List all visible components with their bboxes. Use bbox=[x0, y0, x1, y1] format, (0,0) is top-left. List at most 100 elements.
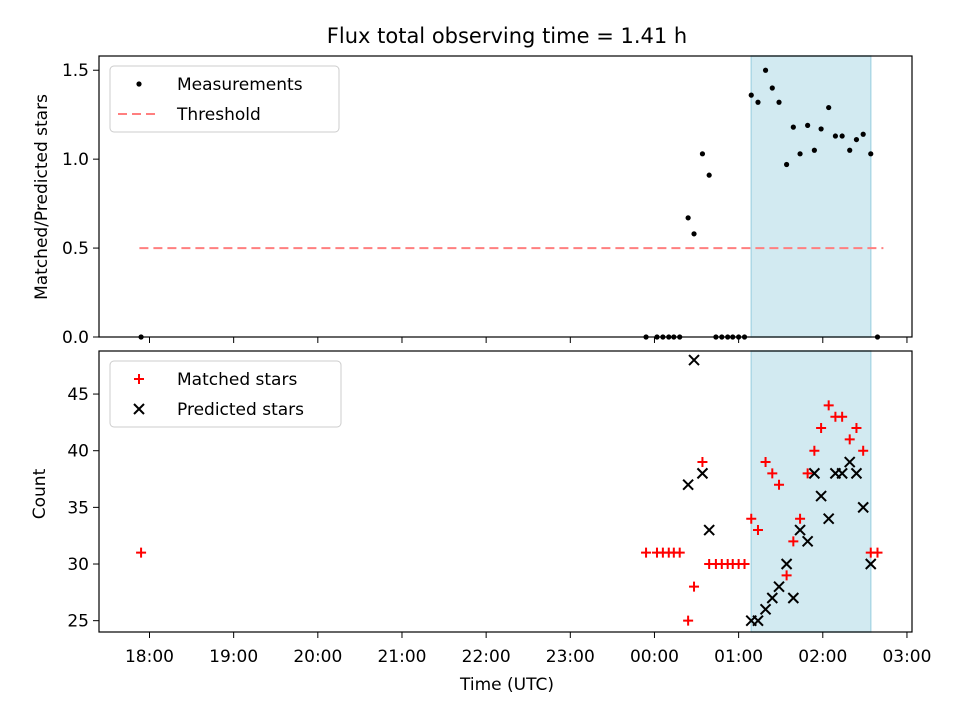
matched-star-point bbox=[697, 457, 708, 468]
predicted-star-point bbox=[865, 558, 877, 570]
matched-star-point bbox=[788, 536, 799, 547]
top-legend-box bbox=[109, 65, 340, 133]
predicted-star-point bbox=[787, 592, 800, 604]
measurement-point bbox=[860, 131, 866, 137]
matched-star-point bbox=[774, 479, 785, 490]
top-panel: 0.0 0.5 1.0 1.5 Measurements Threshold bbox=[62, 55, 913, 348]
bottom-legend: Matched stars Predicted stars bbox=[109, 360, 342, 428]
xtick-label: 19:00 bbox=[209, 647, 258, 667]
legend-matched-marker bbox=[134, 374, 144, 384]
bottom-ytick-label: 40 bbox=[67, 442, 89, 462]
xtick-label: 00:00 bbox=[630, 647, 679, 667]
top-ytick-label: 0.5 bbox=[62, 239, 89, 259]
predicted-star-point bbox=[703, 524, 715, 536]
predicted-star-point bbox=[752, 614, 764, 627]
bottom-axes-frame bbox=[98, 350, 913, 633]
bottom-legend-box bbox=[109, 360, 342, 428]
measurement-point bbox=[790, 124, 796, 130]
matched-star-point bbox=[837, 411, 848, 422]
predicted-star-point bbox=[822, 512, 835, 525]
bottom-ytick-label: 45 bbox=[67, 385, 89, 405]
bottom-ylabel: Count bbox=[30, 468, 50, 519]
matched-star-point bbox=[674, 547, 685, 558]
matched-star-point bbox=[746, 513, 757, 524]
predicted-star-point bbox=[850, 467, 863, 480]
measurement-point bbox=[826, 104, 832, 111]
xtick-label: 02:00 bbox=[798, 647, 847, 667]
measurement-point bbox=[699, 151, 706, 157]
matched-star-point bbox=[752, 525, 763, 536]
measurement-point bbox=[691, 231, 697, 237]
predicted-star-point bbox=[759, 603, 772, 616]
measurement-point bbox=[797, 151, 803, 157]
predicted-star-point bbox=[815, 490, 827, 502]
matched-star-point bbox=[851, 423, 862, 434]
measurement-point bbox=[783, 161, 790, 168]
predicted-star-point bbox=[688, 354, 700, 366]
measurement-point bbox=[839, 133, 845, 139]
predicted-star-point bbox=[682, 478, 694, 491]
top-legend-label: Measurements bbox=[177, 75, 303, 95]
matched-star-point bbox=[136, 547, 147, 558]
legend-measurement-marker bbox=[136, 81, 142, 87]
predicted-star-point bbox=[766, 592, 778, 604]
xtick-label: 21:00 bbox=[377, 647, 426, 667]
measurement-point bbox=[748, 92, 754, 98]
matched-star-point bbox=[767, 468, 778, 479]
bottom-ytick-label: 25 bbox=[67, 612, 89, 632]
matched-star-point bbox=[872, 547, 883, 558]
xtick-label: 03:00 bbox=[882, 647, 931, 667]
matched-star-point bbox=[641, 547, 652, 558]
matched-star-point bbox=[795, 513, 806, 524]
predicted-star-point bbox=[780, 558, 793, 570]
matched-star-point bbox=[809, 445, 820, 456]
legend-predicted-marker bbox=[133, 403, 145, 415]
measurement-point bbox=[868, 151, 874, 157]
measurement-point bbox=[685, 215, 691, 221]
predicted-star-point bbox=[857, 501, 869, 514]
matched-star-point bbox=[781, 570, 792, 581]
bottom-xlabel: Time (UTC) bbox=[459, 675, 554, 695]
measurement-point bbox=[762, 67, 769, 73]
top-ytick-label: 1.5 bbox=[62, 61, 89, 81]
matched-star-point bbox=[739, 559, 750, 570]
measurement-point bbox=[853, 136, 860, 143]
measurement-point bbox=[755, 99, 761, 105]
matched-star-point bbox=[823, 400, 834, 411]
matched-star-point bbox=[760, 457, 771, 468]
measurement-point bbox=[769, 85, 775, 91]
matched-star-point bbox=[844, 434, 855, 445]
matched-star-point bbox=[858, 445, 869, 456]
matched-star-point bbox=[802, 468, 813, 479]
predicted-star-point bbox=[794, 524, 806, 536]
bottom-legend-label: Matched stars bbox=[177, 370, 297, 390]
measurement-point bbox=[832, 133, 839, 139]
xtick-label: 18:00 bbox=[125, 647, 174, 667]
measurement-point bbox=[805, 122, 811, 128]
matched-star-point bbox=[683, 615, 694, 626]
bottom-panel: 25 30 35 40 45 18:00 19:00 20:00 21:00 22:00 23:00… bbox=[67, 350, 931, 667]
top-ylabel: Matched/Predicted stars bbox=[32, 94, 52, 300]
measurement-point bbox=[706, 172, 712, 178]
top-legend-label: Threshold bbox=[176, 105, 261, 125]
matched-star-point bbox=[816, 423, 827, 434]
predicted-star-point bbox=[801, 535, 814, 548]
xtick-label: 20:00 bbox=[293, 647, 342, 667]
xtick-label: 23:00 bbox=[546, 647, 595, 667]
bottom-shaded-band bbox=[750, 350, 872, 633]
measurement-point bbox=[776, 99, 782, 105]
predicted-star-point bbox=[844, 456, 856, 468]
predicted-star-point bbox=[696, 467, 709, 480]
measurement-point bbox=[818, 126, 824, 132]
bottom-ytick-label: 35 bbox=[67, 498, 89, 518]
top-ytick-label: 1.0 bbox=[62, 150, 89, 170]
matched-star-point bbox=[689, 581, 700, 592]
bottom-legend-label: Predicted stars bbox=[177, 400, 304, 420]
bottom-ytick-label: 30 bbox=[67, 555, 89, 575]
predicted-star-point bbox=[808, 467, 821, 480]
predicted-star-point bbox=[836, 467, 848, 480]
chart-title: Flux total observing time = 1.41 h bbox=[327, 24, 687, 48]
top-axes-frame bbox=[98, 55, 913, 338]
measurement-point bbox=[811, 147, 817, 153]
